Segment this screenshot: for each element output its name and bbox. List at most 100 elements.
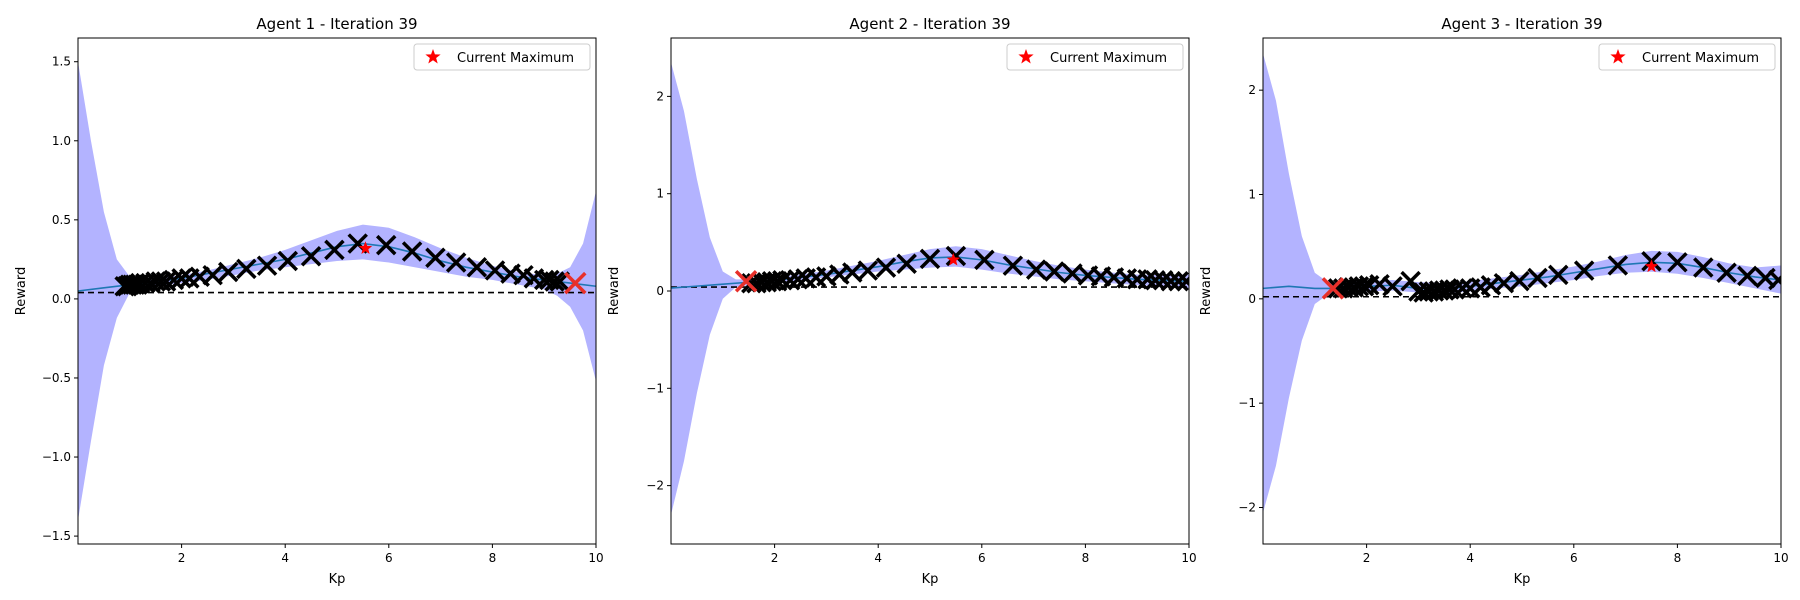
x-tick-label: 10 [1181, 551, 1196, 565]
sample-marker [787, 269, 809, 290]
axes-frame [1262, 37, 1782, 545]
sample-marker [1548, 264, 1569, 286]
y-tick-label: −2 [1238, 500, 1256, 514]
current-maximum-star [358, 241, 373, 254]
latest-sample-marker [734, 270, 758, 293]
plot-area [671, 62, 1189, 515]
sample-marker [425, 247, 446, 269]
subplot-title: Agent 2 - Iteration 39 [849, 15, 1010, 33]
x-tick-label: 10 [1773, 551, 1788, 565]
sample-marker [875, 257, 897, 278]
sample-marker [945, 245, 967, 267]
x-tick-label: 10 [588, 551, 603, 565]
x-tick-label: 8 [1674, 551, 1682, 565]
sample-marker [1693, 257, 1714, 278]
sample-marker [1768, 269, 1781, 291]
sample-marker [974, 249, 995, 271]
subplot-agent-3: Agent 3 - Iteration 39 Kp Reward Current… [1199, 15, 1789, 587]
y-tick-label: −1.0 [42, 450, 71, 464]
x-tick-label: 4 [874, 551, 882, 565]
sample-marker [445, 252, 467, 273]
x-tick-label: 4 [281, 551, 289, 565]
plot-area [78, 61, 596, 521]
x-tick-label: 2 [1363, 551, 1371, 565]
sample-marker [1168, 271, 1189, 292]
y-tick-label: −2 [646, 479, 664, 493]
current-maximum-star [946, 252, 960, 266]
sample-marker [544, 271, 565, 292]
sample-marker [236, 258, 257, 280]
legend-label: Current Maximum [1642, 51, 1759, 66]
current-maximum-star [1644, 259, 1659, 273]
y-tick-label: 1.0 [52, 134, 71, 148]
x-tick-label: 6 [1570, 551, 1578, 565]
y-tick-label: −1 [1238, 396, 1256, 410]
sample-marker [1002, 255, 1024, 276]
sample-marker [919, 248, 941, 270]
legend-box [1598, 43, 1776, 71]
subplot-agent-2: Agent 2 - Iteration 39 Kp Reward Current… [607, 15, 1197, 587]
y-axis-label: Reward [607, 267, 622, 315]
legend-label: Current Maximum [457, 51, 574, 66]
sample-marker [1137, 269, 1158, 290]
x-tick-label: 8 [489, 551, 497, 565]
sample-marker [300, 245, 322, 267]
legend-label: Current Maximum [1050, 51, 1167, 66]
sample-marker [1527, 267, 1548, 289]
legend-star-icon [1018, 49, 1034, 64]
sample-marker [1176, 271, 1189, 292]
sample-marker [896, 253, 917, 274]
y-tick-label: 0 [656, 284, 664, 298]
x-tick-label: 4 [1466, 551, 1474, 565]
y-tick-label: −0.5 [42, 371, 71, 385]
axes-frame [77, 37, 597, 545]
legend-star-icon [425, 49, 441, 64]
legend: Current Maximum [413, 43, 591, 71]
legend-box [413, 43, 591, 71]
y-tick-label: 2 [656, 89, 664, 103]
y-tick-label: −1 [646, 381, 664, 395]
sample-marker [466, 257, 488, 278]
y-axis-label: Reward [1199, 267, 1214, 315]
legend: Current Maximum [1598, 43, 1776, 71]
sample-marker [171, 268, 192, 289]
sample-marker [277, 250, 299, 272]
y-tick-label: 0.5 [52, 213, 71, 227]
legend-box [1006, 43, 1184, 71]
sample-marker [324, 239, 345, 261]
x-tick-label: 2 [178, 551, 186, 565]
y-tick-label: 2 [1248, 83, 1256, 97]
sample-marker [217, 261, 239, 283]
x-tick-label: 6 [385, 551, 393, 565]
sample-marker [1025, 259, 1047, 280]
sample-marker [1452, 278, 1473, 299]
sample-marker [1444, 279, 1465, 300]
y-axis-label: Reward [14, 267, 29, 315]
x-axis-label: Kp [329, 572, 346, 587]
sample-marker [1573, 260, 1595, 281]
sample-marker [1382, 276, 1403, 297]
sample-marker [202, 264, 223, 286]
subplot-agent-1: Agent 1 - Iteration 39 Kp Reward Current… [14, 15, 604, 587]
x-tick-label: 2 [771, 551, 779, 565]
legend: Current Maximum [1006, 43, 1184, 71]
sample-marker [1509, 270, 1530, 292]
subplot-title: Agent 3 - Iteration 39 [1441, 15, 1602, 33]
sample-marker [484, 260, 506, 281]
sample-marker [857, 260, 879, 281]
subplot-title: Agent 1 - Iteration 39 [256, 15, 417, 33]
sample-marker [1044, 261, 1065, 282]
sample-marker [155, 271, 177, 292]
x-tick-label: 6 [978, 551, 986, 565]
y-tick-label: 0.0 [52, 292, 71, 306]
y-tick-label: 1 [1248, 187, 1256, 201]
latest-sample-marker [1321, 277, 1345, 300]
sample-marker [772, 270, 793, 291]
sample-marker [375, 234, 397, 256]
y-tick-label: 1 [656, 187, 664, 201]
legend-star-icon [1610, 49, 1626, 64]
y-tick-label: −1.5 [42, 529, 71, 543]
sample-marker [1716, 262, 1737, 283]
sample-marker [401, 241, 423, 262]
